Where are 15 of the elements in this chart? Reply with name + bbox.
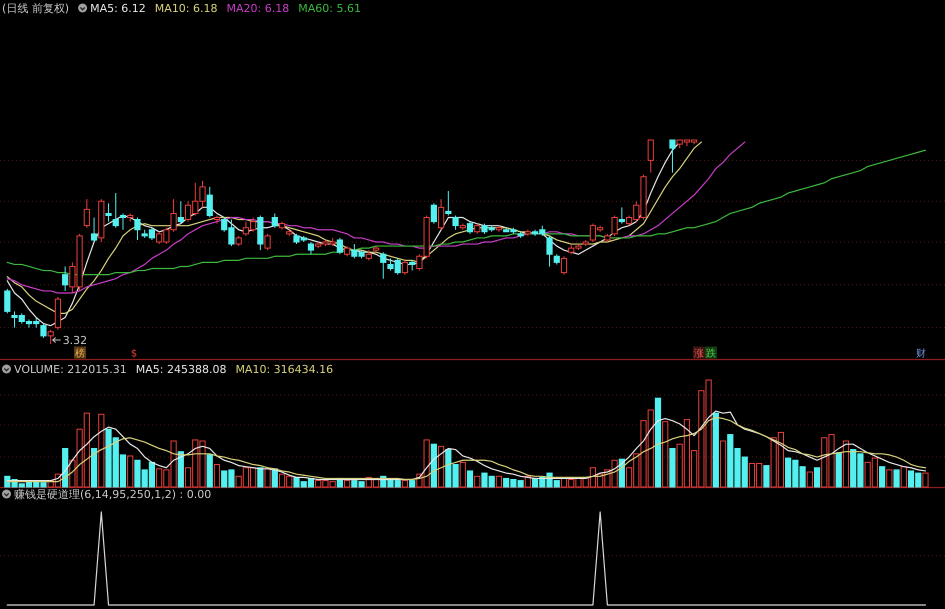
- text: MA5: 6.12: [90, 2, 146, 15]
- text: MA20: 6.18: [226, 2, 290, 15]
- text: 财: [916, 348, 926, 360]
- text: MA10: 316434.16: [235, 363, 334, 376]
- chart-title: (日线 前复权): [2, 2, 70, 15]
- text: 涨: [694, 348, 704, 360]
- text: $: [130, 348, 138, 360]
- text: 跌: [706, 348, 716, 360]
- text: 榜: [75, 348, 85, 360]
- chart-title: 赚钱是硬道理(6,14,95,250,1,2) : 0.00: [14, 488, 212, 501]
- text: MA60: 5.61: [298, 2, 361, 15]
- text: MA5: 245388.08: [136, 363, 226, 376]
- chart-title: VOLUME: 212015.31: [14, 363, 127, 376]
- annotation: 3.32: [62, 334, 88, 347]
- text: MA10: 6.18: [154, 2, 218, 15]
